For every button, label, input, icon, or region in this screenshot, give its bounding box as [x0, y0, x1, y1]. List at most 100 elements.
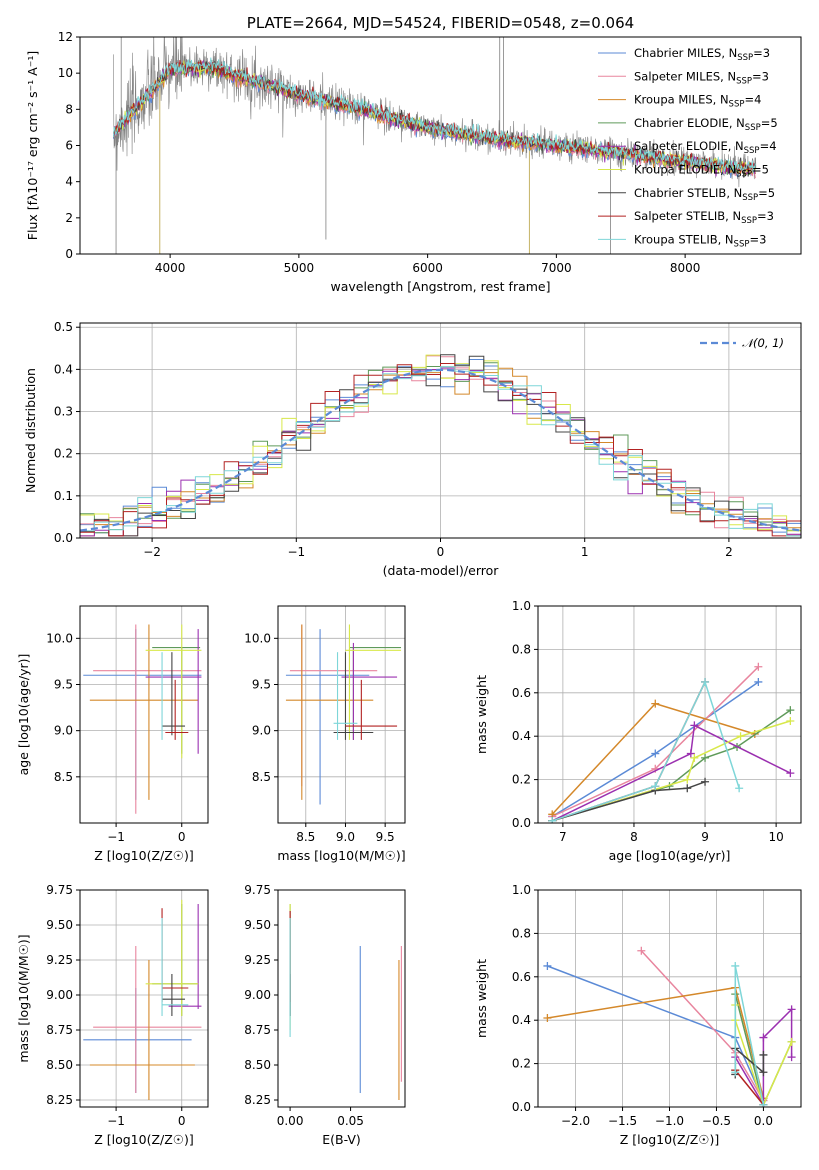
- y-tick-label: 0.2: [512, 1057, 531, 1071]
- series-marker-kroupa-elodie: [690, 753, 699, 762]
- y-tick-label: 0.8: [512, 642, 531, 656]
- y-tick-label: 0.6: [512, 970, 531, 984]
- y-tick-label: 0.1: [54, 489, 73, 503]
- x-tick-label: −1: [287, 545, 305, 559]
- series-marker-salpeter-elodie: [787, 1005, 796, 1014]
- y-tick-label: 9.5: [54, 677, 73, 691]
- x-tick-label: 1: [581, 545, 589, 559]
- y-tick-label: 10: [58, 66, 73, 80]
- series-marker-chabrier-stelib: [683, 784, 692, 793]
- y-tick-label: 0.2: [512, 773, 531, 787]
- legend-label: Kroupa STELIB, NSSP=3: [634, 232, 766, 249]
- y-tick-label: 0: [65, 247, 73, 261]
- y-tick-label: 8.75: [46, 1023, 73, 1037]
- series-marker-salpeter-miles: [754, 662, 763, 671]
- plot-frame: [79, 889, 209, 1108]
- series-marker-salpeter-elodie: [690, 721, 699, 730]
- legend-label: Salpeter ELODIE, NSSP=4: [634, 139, 777, 156]
- series-marker-chabrier-stelib: [759, 1068, 768, 1077]
- x-tick-label: 0.0: [754, 1114, 773, 1128]
- series-marker-kroupa-elodie: [736, 732, 745, 741]
- normal-distribution-curve: [79, 368, 802, 532]
- x-axis-label: E(B-V): [322, 1132, 361, 1147]
- series-marker-chabrier-elodie: [786, 706, 795, 715]
- legend-label: Chabrier MILES, NSSP=3: [634, 46, 770, 63]
- series-marker-kroupa-stelib: [759, 1100, 768, 1107]
- y-tick-label: 0.6: [512, 686, 531, 700]
- y-axis-label: Flux [fλ10⁻¹⁷ erg cm⁻² s⁻¹ A⁻¹]: [25, 51, 40, 240]
- x-tick-label: 8.5: [296, 830, 315, 844]
- x-tick-label: −2.0: [561, 1114, 590, 1128]
- x-tick-label: 6000: [412, 261, 443, 275]
- x-tick-label: 8: [630, 830, 638, 844]
- y-tick-label: 9.00: [244, 988, 271, 1002]
- y-tick-label: 12: [58, 30, 73, 44]
- legend-label: Chabrier STELIB, NSSP=5: [634, 186, 775, 203]
- x-tick-label: 9.0: [336, 830, 355, 844]
- x-axis-label: age [log10(age/yr)]: [609, 848, 731, 863]
- x-axis-label: mass [log10(M/M☉)]: [277, 848, 405, 863]
- x-tick-label: 0.05: [337, 1114, 364, 1128]
- series-line-kroupa-stelib: [734, 965, 765, 1105]
- y-tick-label: 9.5: [252, 677, 271, 691]
- x-tick-label: 9.5: [376, 830, 395, 844]
- series-marker-kroupa-stelib: [548, 816, 557, 823]
- series-marker-chabrier-miles: [651, 749, 660, 758]
- age-vs-metallicity-panel: −1 0 8.5 9.0 9.5 10.0 Z [log10(Z/Z☉)] age [log1…: [16, 605, 209, 863]
- y-tick-label: 0.4: [54, 362, 73, 376]
- x-tick-label: −2: [143, 545, 161, 559]
- series-marker-kroupa-miles: [543, 1014, 552, 1023]
- x-tick-label: 8000: [670, 261, 701, 275]
- mass-vs-ebv-panel: 0.00 0.05 8.25 8.50 8.75 9.00 9.25 9.50 9.75 E(B-…: [244, 883, 406, 1147]
- x-axis-label: Z [log10(Z/Z☉)]: [94, 1132, 194, 1147]
- x-axis-label: Z [log10(Z/Z☉)]: [620, 1132, 720, 1147]
- plot-frame: [277, 605, 406, 824]
- plot-frame: [79, 605, 209, 824]
- series-marker-salpeter-elodie: [759, 1033, 768, 1042]
- y-tick-label: 8: [65, 102, 73, 116]
- series-marker-chabrier-elodie: [701, 753, 710, 762]
- series-marker-kroupa-stelib: [731, 1068, 740, 1077]
- y-tick-label: 10.0: [244, 631, 271, 645]
- spectrum-legend: Chabrier MILES, NSSP=3 Salpeter MILES, NS…: [598, 46, 778, 249]
- y-axis-label: mass weight: [474, 959, 489, 1038]
- y-tick-label: 1.0: [512, 883, 531, 897]
- series-line-salpeter-stelib: [734, 1069, 764, 1106]
- y-tick-label: 0.8: [512, 926, 531, 940]
- x-tick-label: −1.5: [608, 1114, 637, 1128]
- plot-frame: [537, 889, 802, 1108]
- plot-frame: [79, 322, 802, 539]
- y-tick-label: 8.5: [252, 770, 271, 784]
- y-tick-label: 0.4: [512, 729, 531, 743]
- series-line-chabrier-miles: [547, 965, 765, 1101]
- x-tick-label: 0: [178, 830, 186, 844]
- series-marker-kroupa-elodie: [787, 1037, 796, 1046]
- y-tick-label: 1.0: [512, 599, 531, 613]
- legend-label: Salpeter MILES, NSSP=3: [634, 69, 769, 86]
- y-tick-label: 6: [65, 139, 73, 153]
- y-tick-label: 0.5: [54, 320, 73, 334]
- age-vs-mass-panel: 8.5 9.0 9.5 8.5 9.0 9.5 10.0 mass [log10(M/M☉)]: [244, 605, 406, 863]
- x-tick-label: 0.00: [277, 1114, 304, 1128]
- x-tick-label: 7000: [541, 261, 572, 275]
- x-tick-label: −1.0: [655, 1114, 684, 1128]
- series-line-kroupa-stelib: [551, 679, 740, 822]
- legend-label-normal: 𝒩(0, 1): [742, 336, 784, 350]
- x-tick-label: 10: [768, 830, 783, 844]
- y-tick-label: 9.75: [244, 883, 271, 897]
- y-axis-label: mass [log10(M/M☉)]: [16, 934, 31, 1062]
- y-tick-label: 9.0: [252, 724, 271, 738]
- spectrum-panel: 4000 5000 6000 7000 8000 0 2 4 6 8 10 12 wavelength …: [25, 14, 802, 294]
- y-tick-label: 8.50: [244, 1058, 271, 1072]
- x-tick-label: 7: [559, 830, 567, 844]
- y-tick-label: 0.3: [54, 405, 73, 419]
- x-tick-label: 4000: [155, 261, 186, 275]
- y-axis-label: age [log10(age/yr)]: [16, 654, 31, 776]
- series-marker-kroupa-elodie: [683, 775, 692, 784]
- series-marker-chabrier-miles: [543, 961, 552, 970]
- series-marker-chabrier-miles: [754, 677, 763, 686]
- residuals-panel: −2 −1 0 1 2 0.0 0.1 0.2 0.3 0.4 0.5 (data-model)/er…: [23, 320, 802, 578]
- y-tick-label: 4: [65, 175, 73, 189]
- x-tick-label: 0: [437, 545, 445, 559]
- legend-label: Kroupa MILES, NSSP=4: [634, 93, 761, 110]
